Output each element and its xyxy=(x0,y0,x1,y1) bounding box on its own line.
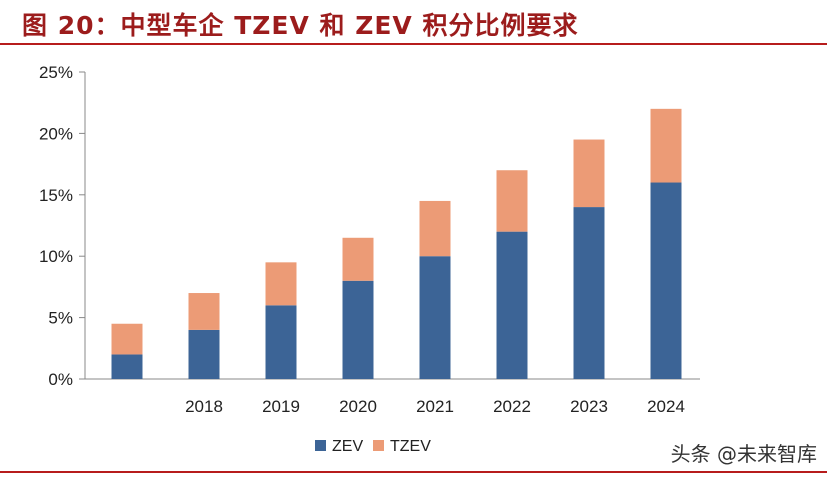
x-tick-label: 2018 xyxy=(185,397,223,416)
watermark: 头条 @未来智库 xyxy=(670,442,817,466)
bar-zev-2023 xyxy=(573,207,605,379)
bar-zev-2024 xyxy=(650,182,682,379)
bar-tzev-2021 xyxy=(419,200,451,257)
legend-swatch-tzev xyxy=(373,440,384,451)
x-tick-label: 2024 xyxy=(647,397,685,416)
bar-zev-2019 xyxy=(265,305,297,379)
y-tick-label: 20% xyxy=(39,124,73,143)
y-axis: 0% 5% 10% 15% 20% 25% xyxy=(39,63,86,389)
legend-label-zev: ZEV xyxy=(332,438,363,455)
y-tick-label: 0% xyxy=(48,370,73,389)
bar-zev-first xyxy=(111,354,143,379)
bar-tzev-2024 xyxy=(650,108,682,183)
bars xyxy=(111,108,682,379)
x-tick-label: 2023 xyxy=(570,397,608,416)
y-tick-label: 25% xyxy=(39,63,73,82)
bar-zev-2021 xyxy=(419,256,451,379)
y-tick-label: 5% xyxy=(48,309,73,328)
bar-tzev-2018 xyxy=(188,293,220,330)
title-bar: 图 20：中型车企 TZEV 和 ZEV 积分比例要求 xyxy=(0,0,827,45)
bar-tzev-2022 xyxy=(496,170,528,232)
title-divider xyxy=(0,43,827,45)
y-tick-label: 10% xyxy=(39,247,73,266)
legend-swatch-zev xyxy=(315,440,326,451)
chart-title: 图 20：中型车企 TZEV 和 ZEV 积分比例要求 xyxy=(22,11,579,40)
bottom-divider xyxy=(0,471,827,473)
y-tick-label: 15% xyxy=(39,186,73,205)
bar-tzev-2019 xyxy=(265,262,297,306)
bar-zev-2020 xyxy=(342,280,374,379)
x-tick-label: 2019 xyxy=(262,397,300,416)
x-tick-label: 2020 xyxy=(339,397,377,416)
legend: ZEV TZEV xyxy=(315,438,431,455)
bar-zev-2022 xyxy=(496,231,528,379)
x-tick-label: 2021 xyxy=(416,397,454,416)
legend-label-tzev: TZEV xyxy=(390,438,431,455)
bar-tzev-first xyxy=(111,323,143,355)
bar-tzev-2023 xyxy=(573,139,605,208)
bar-tzev-2020 xyxy=(342,237,374,281)
x-tick-label: 2022 xyxy=(493,397,531,416)
x-axis: 2018 2019 2020 2021 2022 2023 2024 xyxy=(85,378,700,416)
bar-zev-2018 xyxy=(188,329,220,379)
